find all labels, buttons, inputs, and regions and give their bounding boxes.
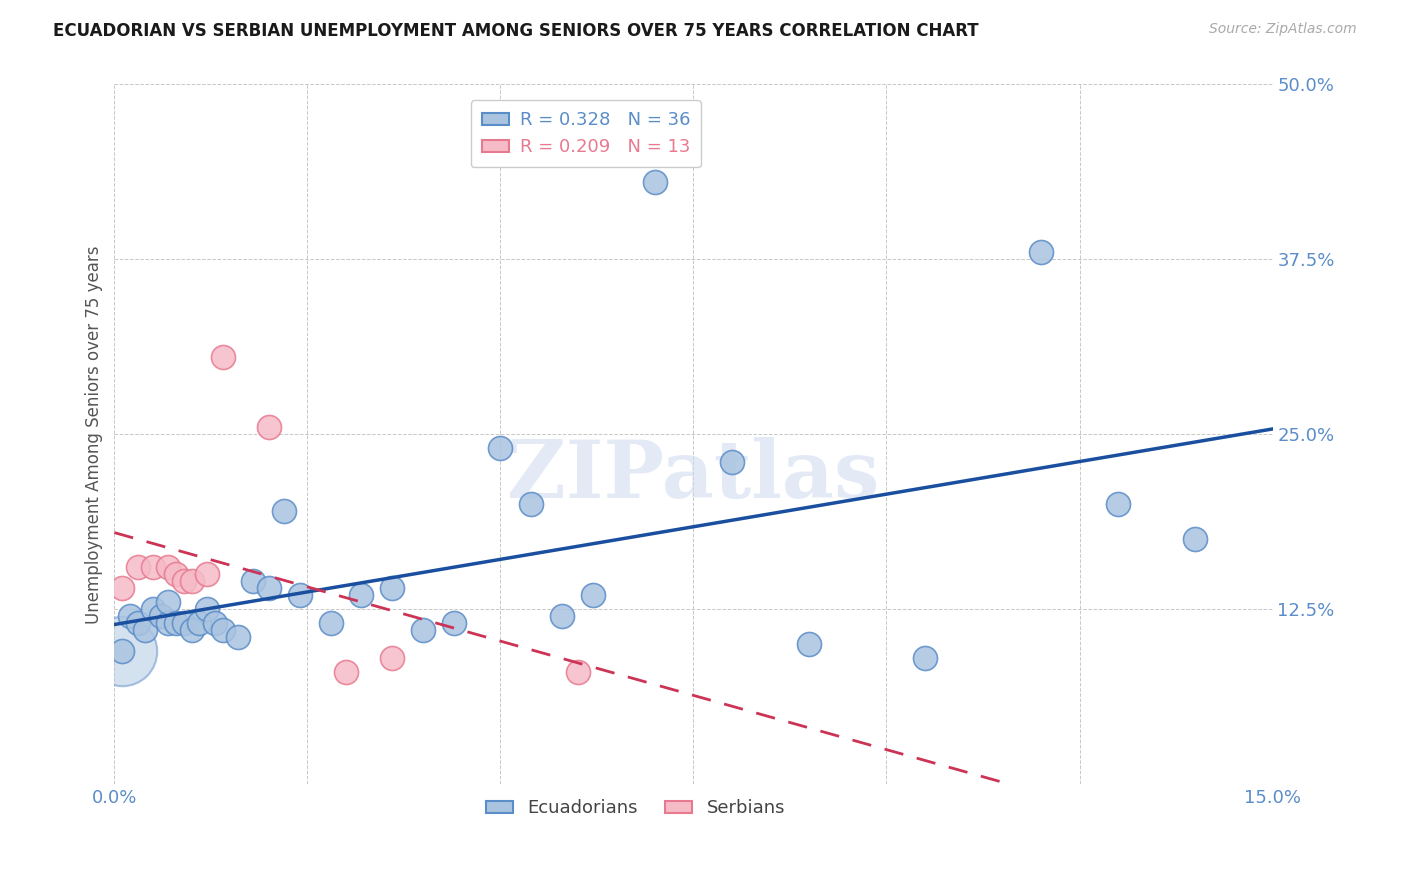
Point	[111, 582, 134, 596]
Point	[157, 595, 180, 609]
Point	[127, 560, 149, 574]
Point	[412, 624, 434, 638]
Point	[165, 616, 187, 631]
Point	[799, 637, 821, 651]
Point	[582, 589, 605, 603]
Point	[914, 651, 936, 665]
Point	[381, 582, 404, 596]
Point	[149, 609, 172, 624]
Point	[180, 574, 202, 589]
Point	[111, 644, 134, 658]
Point	[142, 560, 165, 574]
Point	[173, 574, 195, 589]
Point	[257, 420, 280, 434]
Point	[273, 504, 295, 518]
Point	[165, 567, 187, 582]
Point	[204, 616, 226, 631]
Point	[335, 665, 357, 680]
Point	[257, 582, 280, 596]
Point	[644, 176, 666, 190]
Point	[551, 609, 574, 624]
Point	[127, 616, 149, 631]
Point	[319, 616, 342, 631]
Point	[567, 665, 589, 680]
Point	[721, 455, 744, 469]
Point	[157, 616, 180, 631]
Point	[134, 624, 156, 638]
Point	[118, 609, 141, 624]
Point	[195, 602, 218, 616]
Point	[443, 616, 465, 631]
Y-axis label: Unemployment Among Seniors over 75 years: Unemployment Among Seniors over 75 years	[86, 245, 103, 624]
Point	[157, 560, 180, 574]
Point	[180, 624, 202, 638]
Point	[381, 651, 404, 665]
Point	[173, 616, 195, 631]
Point	[226, 631, 249, 645]
Point	[288, 589, 311, 603]
Text: ECUADORIAN VS SERBIAN UNEMPLOYMENT AMONG SENIORS OVER 75 YEARS CORRELATION CHART: ECUADORIAN VS SERBIAN UNEMPLOYMENT AMONG…	[53, 22, 979, 40]
Legend: Ecuadorians, Serbians: Ecuadorians, Serbians	[479, 792, 793, 824]
Text: Source: ZipAtlas.com: Source: ZipAtlas.com	[1209, 22, 1357, 37]
Point	[1184, 533, 1206, 547]
Point	[111, 644, 134, 658]
Point	[211, 624, 233, 638]
Point	[188, 616, 211, 631]
Point	[1029, 245, 1052, 260]
Point	[242, 574, 264, 589]
Point	[350, 589, 373, 603]
Text: ZIPatlas: ZIPatlas	[508, 437, 880, 516]
Point	[1107, 498, 1129, 512]
Point	[211, 351, 233, 365]
Point	[195, 567, 218, 582]
Point	[489, 442, 512, 456]
Point	[520, 498, 543, 512]
Point	[142, 602, 165, 616]
